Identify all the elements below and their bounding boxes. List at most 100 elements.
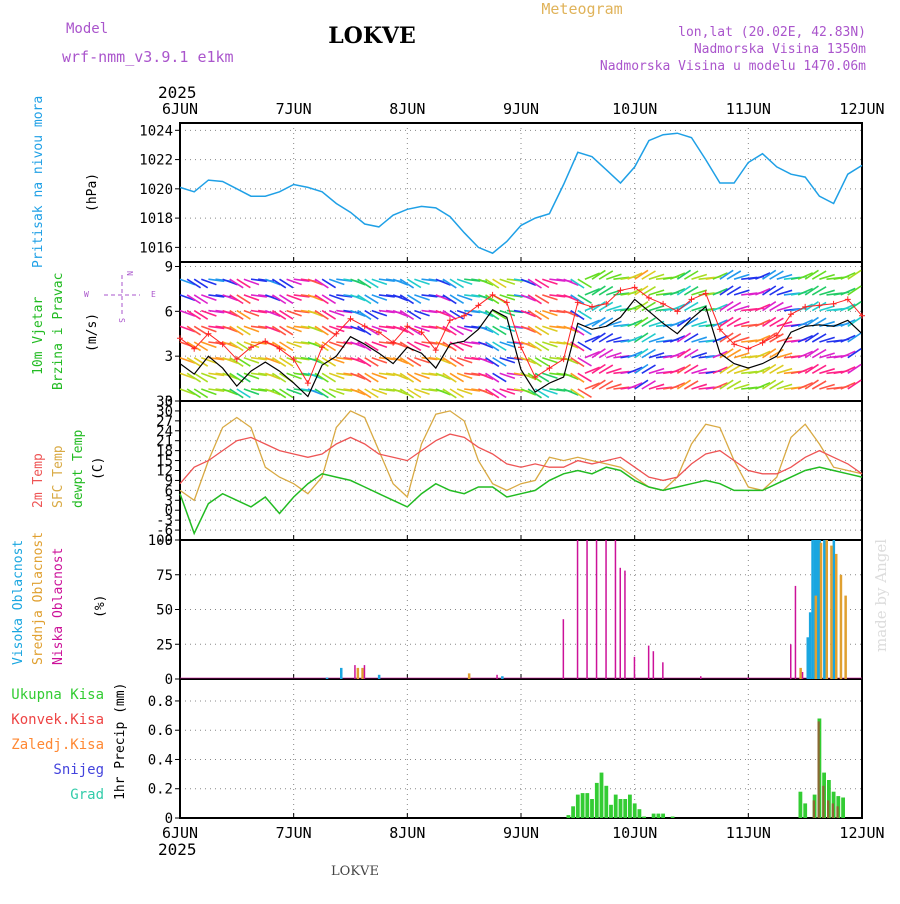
- wind-arrow: [321, 341, 337, 352]
- wind-arrow: [499, 341, 516, 348]
- high-cloud-label: Visoka Oblacnost: [11, 540, 26, 665]
- wind-arrow: [520, 388, 537, 396]
- wind-arrow: [449, 325, 465, 336]
- wind-arrow: [193, 278, 209, 289]
- wind-arrow: [364, 341, 379, 352]
- wind-arrow: [755, 303, 771, 312]
- wind-arrow: [293, 356, 310, 361]
- wind-arrow: [776, 273, 793, 280]
- wind-arrow: [676, 379, 692, 390]
- wind-arrow: [201, 356, 217, 364]
- total-precip-bar: [637, 809, 642, 818]
- wind-arrow: [336, 341, 353, 345]
- wind-arrow: [307, 356, 324, 365]
- x-tick-label-bottom: 6JUN: [162, 824, 198, 842]
- wind-arrow: [279, 388, 294, 399]
- wind-arrow: [456, 294, 473, 301]
- gust-marker: [574, 299, 581, 306]
- wind-arrow: [811, 286, 827, 296]
- wind-arrow: [336, 356, 353, 361]
- cloud-unit: (%): [93, 595, 108, 618]
- y-tick-label: 100: [148, 533, 173, 549]
- wind-arrow: [442, 341, 457, 352]
- wind-arrow: [314, 309, 329, 320]
- wind-arrow: [847, 379, 862, 390]
- y-tick-label: -9: [156, 533, 173, 549]
- wind-arrow: [520, 309, 537, 318]
- wind-arrow: [392, 372, 409, 380]
- wind-arrow: [435, 356, 451, 365]
- low-cloud-bar: [595, 540, 598, 679]
- wind-arrow: [414, 372, 430, 380]
- wind-arrow: [357, 357, 372, 368]
- x-tick-label-top: 7JUN: [276, 100, 312, 118]
- total-precip-bar: [613, 794, 618, 818]
- gust-marker: [631, 284, 638, 291]
- wind-arrow: [733, 367, 750, 375]
- wind-arrow: [406, 388, 422, 399]
- wind-arrow: [627, 272, 643, 280]
- wind-arrow: [414, 278, 430, 286]
- wind-arrow: [726, 333, 742, 343]
- wind-arrow: [797, 287, 814, 296]
- wind-arrow: [542, 341, 558, 348]
- wind-arrow: [627, 287, 643, 296]
- y-tick-label: 0: [165, 811, 173, 827]
- wind-arrow: [534, 294, 550, 304]
- wind-arrow: [563, 309, 579, 318]
- wind-arrow: [627, 350, 643, 359]
- x-tick-label-top: 8JUN: [389, 100, 425, 118]
- wind-arrow: [392, 278, 409, 286]
- wind-arrow: [371, 278, 388, 286]
- wind-arrow: [534, 372, 550, 383]
- mid-cloud-bar: [835, 553, 838, 679]
- low-cloud-bar: [794, 585, 797, 679]
- wind-arrow: [584, 272, 601, 280]
- convective-precip-bar: [812, 800, 815, 818]
- wind-arrow: [414, 309, 430, 317]
- gust-marker: [333, 330, 340, 337]
- wind-arrow: [762, 301, 777, 312]
- wind-arrow: [563, 372, 579, 381]
- wind-arrow: [712, 334, 728, 343]
- wind-arrow: [392, 309, 409, 318]
- wind-arrow: [606, 383, 622, 390]
- meteogram-title: Meteogram: [541, 0, 622, 18]
- wind-arrow: [691, 289, 708, 296]
- wind-arrow: [328, 388, 345, 396]
- wind-arrow: [634, 348, 649, 359]
- wind-arrow: [193, 309, 209, 320]
- wind-arrow: [271, 357, 287, 367]
- wind-arrow: [584, 350, 601, 359]
- wind-arrow: [683, 380, 699, 390]
- wind-arrow: [456, 278, 473, 286]
- wind-arrow: [392, 294, 409, 302]
- gust-marker: [802, 303, 809, 310]
- wind-arrow: [499, 388, 516, 395]
- wind-arrow: [847, 285, 862, 296]
- wind-arrow: [606, 320, 622, 328]
- wind-arrow: [634, 332, 649, 343]
- wind-speed-line: [179, 298, 863, 398]
- wind-arrow: [797, 366, 814, 375]
- wind-arrow: [712, 366, 728, 375]
- wind-arrow: [726, 270, 742, 280]
- wind-arrow: [307, 341, 324, 349]
- lonlat-label: lon,lat (20.02E, 42.83N): [678, 25, 866, 40]
- wind-arrow: [819, 383, 835, 390]
- gust-marker: [262, 338, 269, 345]
- wind-arrow: [478, 294, 494, 302]
- wind-arrow: [804, 269, 819, 280]
- wind-arrow: [542, 356, 558, 364]
- y-tick-label: 25: [156, 637, 173, 653]
- wind-arrow: [307, 372, 324, 380]
- wind-arrow: [336, 294, 353, 298]
- wind-arrow: [648, 289, 665, 296]
- wind-arrow: [627, 335, 643, 343]
- wind-arrow: [598, 333, 614, 343]
- gust-marker: [645, 294, 652, 301]
- y-tick-label: 24: [156, 424, 173, 440]
- wind-arrow: [222, 325, 238, 333]
- wind-arrow: [584, 382, 601, 390]
- wind-arrow: [243, 325, 260, 333]
